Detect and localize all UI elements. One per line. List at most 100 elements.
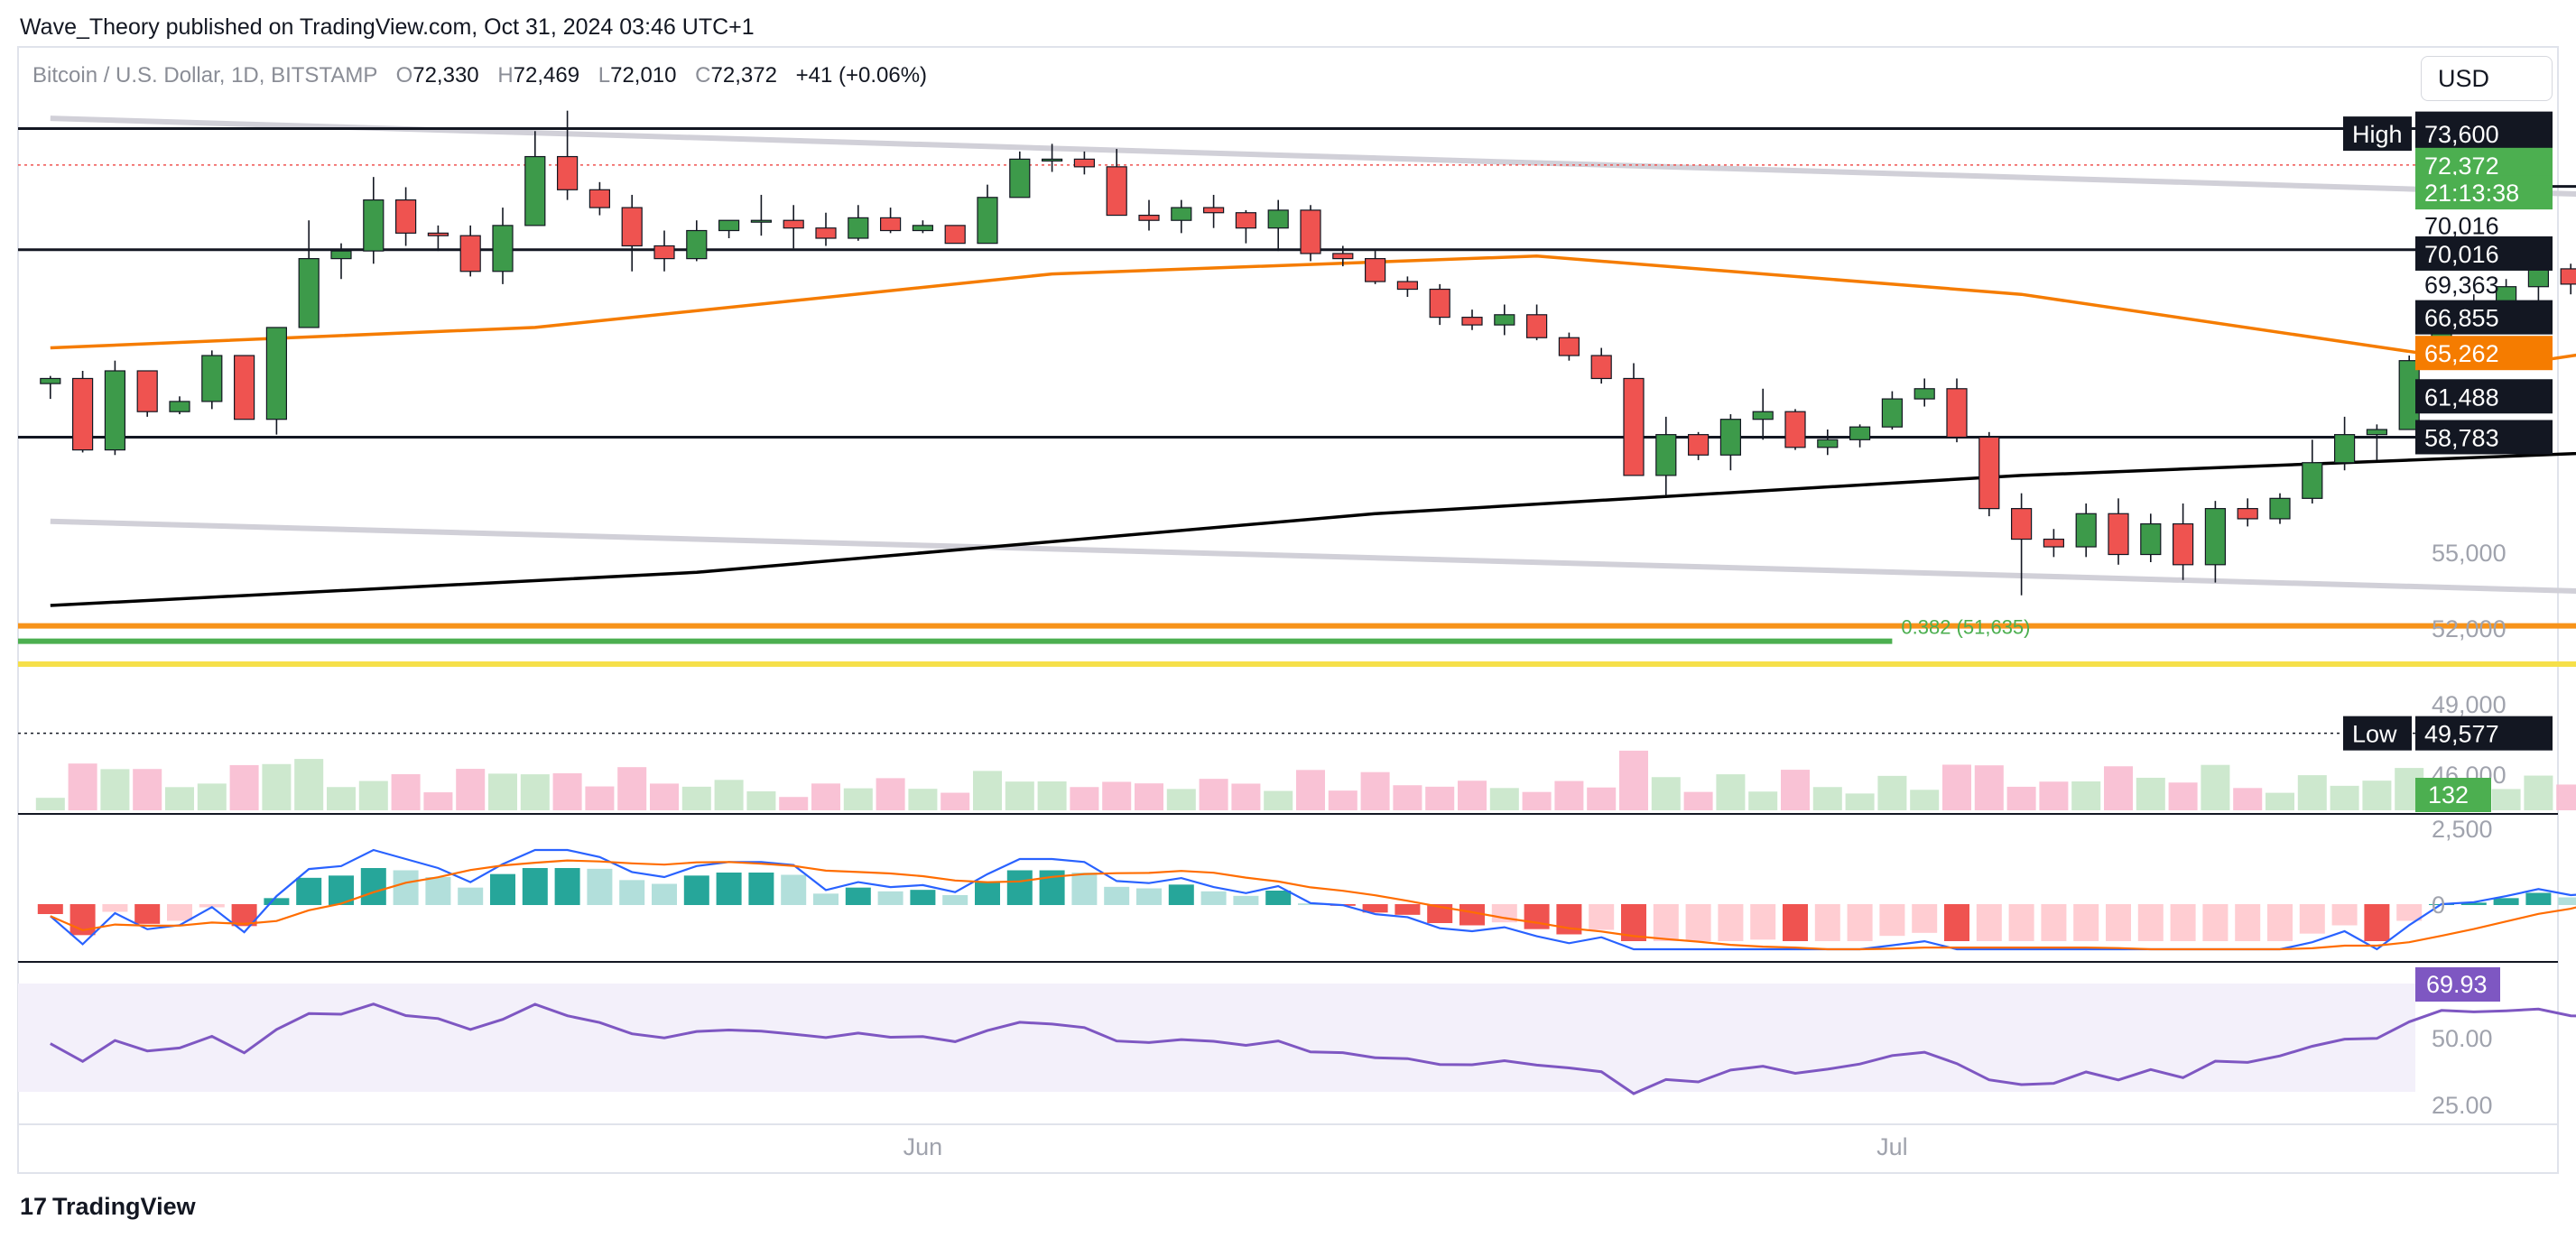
- candle-body: [201, 355, 223, 402]
- high-label: H: [497, 63, 514, 88]
- candle: [1073, 151, 1096, 175]
- candle: [1687, 431, 1710, 460]
- macd-bar: [975, 882, 1000, 905]
- candle-body: [1429, 288, 1450, 319]
- macd-bar: [1006, 870, 1033, 905]
- candle-body: [2527, 268, 2549, 288]
- candle: [201, 350, 223, 410]
- volume-bar: [1974, 765, 2004, 810]
- price-label-text: 65,262: [2424, 340, 2499, 367]
- change-value: +41 (+0.06%): [795, 63, 928, 88]
- price-label: 65,262: [2415, 336, 2553, 371]
- macd-bar: [683, 875, 709, 905]
- volume-bar: [2491, 789, 2521, 810]
- macd-bar: [134, 904, 161, 924]
- volume-bar: [617, 767, 647, 810]
- volume-bar: [1619, 750, 1648, 810]
- candle-body: [1332, 253, 1354, 260]
- candle: [40, 375, 61, 400]
- candle: [1623, 363, 1645, 476]
- tradingview-brand[interactable]: 17 TradingView: [20, 1193, 196, 1221]
- volume-bar: [1489, 788, 1519, 810]
- candle: [686, 220, 708, 262]
- volume-bar: [100, 769, 130, 810]
- volume-bar: [1166, 789, 1196, 810]
- candle-body: [1719, 419, 1742, 456]
- candle: [1041, 143, 1063, 172]
- candle-body: [2237, 508, 2258, 520]
- candle-body: [2140, 522, 2162, 556]
- volume-tag-bg: [2415, 778, 2491, 812]
- macd-bar: [652, 883, 677, 905]
- candle: [556, 110, 579, 200]
- candle: [1946, 378, 1968, 443]
- candle: [1235, 209, 1257, 244]
- macd-tick: 2,500: [2432, 816, 2493, 843]
- candle-body: [1946, 388, 1968, 439]
- price-label: Low: [2343, 716, 2412, 751]
- candle: [1332, 245, 1354, 267]
- candle-body: [524, 155, 546, 226]
- macd-bar: [490, 873, 515, 905]
- candle: [234, 355, 255, 420]
- price-label-bg: [2415, 336, 2553, 371]
- volume-bar: [391, 774, 421, 810]
- candle-body: [136, 370, 158, 412]
- candle-body: [265, 327, 287, 420]
- candle-body: [363, 199, 385, 252]
- candle-body: [1073, 158, 1096, 168]
- symbol-name[interactable]: Bitcoin / U.S. Dollar, 1D, BITSTAMP: [32, 63, 377, 88]
- macd-bar: [264, 898, 290, 905]
- volume-bar: [327, 787, 356, 810]
- candle-body: [330, 250, 352, 260]
- channel-line: [50, 115, 2576, 197]
- candle-body: [1235, 212, 1257, 229]
- volume-bar: [2201, 764, 2230, 810]
- price-label: 21:13:38: [2415, 175, 2553, 210]
- price-label-text: 21:13:38: [2424, 180, 2519, 207]
- candle: [912, 220, 934, 234]
- price-labels: 73,794High73,60072,37221:13:3870,01670,0…: [2343, 111, 2553, 751]
- volume-bar: [1781, 770, 1810, 810]
- price-label-bg: [2343, 716, 2412, 751]
- volume-bar: [1458, 781, 1487, 810]
- candle: [71, 370, 94, 453]
- volume-bar: [1683, 791, 1713, 810]
- price-label: 61,488: [2415, 379, 2553, 414]
- candle: [1558, 332, 1580, 361]
- candle-body: [1784, 411, 1806, 448]
- brand-name: TradingView: [52, 1193, 196, 1220]
- candle-body: [1687, 434, 1710, 456]
- ema200-line: [50, 451, 2576, 607]
- macd-bar: [360, 868, 386, 905]
- macd-bar: [781, 874, 807, 905]
- candle-body: [1300, 209, 1321, 254]
- candle-body: [169, 401, 190, 412]
- volume-bar: [1135, 783, 1163, 810]
- candle: [427, 225, 449, 252]
- volume-bar: [197, 783, 227, 810]
- channel-line: [50, 518, 2576, 594]
- price-label-bg: [2415, 716, 2553, 751]
- macd-group: [37, 848, 2576, 951]
- price-label-text: 58,783: [2424, 424, 2499, 451]
- rsi-tag: 69.93: [2426, 971, 2488, 998]
- macd-bar: [2073, 904, 2099, 941]
- high-value: 72,469: [513, 63, 580, 88]
- volume-bar: [2168, 782, 2198, 810]
- macd-bar: [877, 891, 903, 905]
- macd-bar: [748, 873, 774, 905]
- candle-body: [459, 235, 481, 273]
- volume-bar: [1005, 781, 1034, 810]
- volume-bar: [1296, 770, 1325, 810]
- macd-bar: [1589, 904, 1615, 930]
- volume-bar: [229, 764, 259, 810]
- candle: [750, 194, 773, 236]
- candle-body: [395, 199, 417, 234]
- volume-bar: [133, 769, 162, 810]
- price-label: 58,783: [2415, 420, 2553, 455]
- volume-bar: [2266, 792, 2294, 810]
- macd-bar: [2008, 904, 2034, 941]
- currency-button[interactable]: USD: [2421, 56, 2553, 101]
